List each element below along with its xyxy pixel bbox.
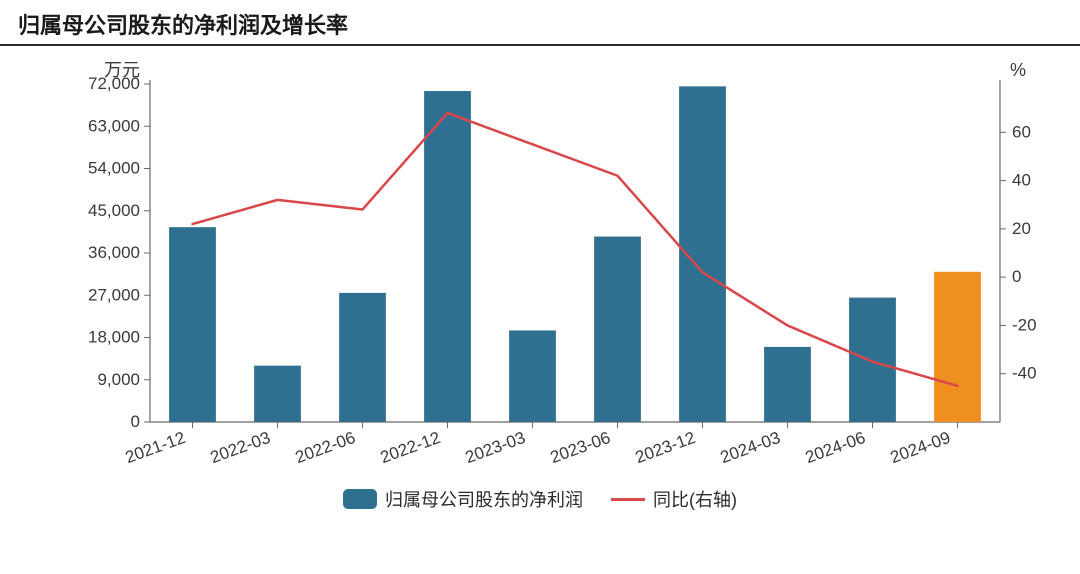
svg-text:63,000: 63,000: [88, 116, 140, 135]
bar: [849, 298, 896, 422]
bar: [169, 227, 216, 422]
svg-text:40: 40: [1012, 171, 1031, 190]
svg-text:9,000: 9,000: [97, 370, 140, 389]
svg-text:18,000: 18,000: [88, 328, 140, 347]
svg-text:20: 20: [1012, 219, 1031, 238]
legend-label-line: 同比(右轴): [653, 486, 737, 512]
svg-text:54,000: 54,000: [88, 159, 140, 178]
svg-text:36,000: 36,000: [88, 243, 140, 262]
bar: [934, 272, 981, 422]
bar: [339, 293, 386, 422]
svg-text:27,000: 27,000: [88, 285, 140, 304]
bar: [424, 91, 471, 422]
legend-label-bar: 归属母公司股东的净利润: [385, 486, 583, 512]
svg-text:-40: -40: [1012, 364, 1037, 383]
bar: [764, 347, 811, 422]
bar: [509, 330, 556, 422]
svg-text:45,000: 45,000: [88, 201, 140, 220]
svg-text:万元: 万元: [104, 60, 140, 80]
chart-rule: [0, 44, 1080, 46]
legend-swatch-line: [611, 498, 645, 501]
chart-title: 归属母公司股东的净利润及增长率: [0, 0, 1080, 44]
svg-text:0: 0: [1012, 267, 1021, 286]
bar: [254, 366, 301, 422]
chart-area: 0 9,000 18,000 27,000 36,000 45,000 54,000 63,0…: [0, 54, 1080, 484]
legend-swatch-bar: [343, 489, 377, 509]
chart-svg: 0 9,000 18,000 27,000 36,000 45,000 54,000 63,0…: [0, 54, 1080, 484]
legend-item-bar: 归属母公司股东的净利润: [343, 486, 583, 512]
svg-text:60: 60: [1012, 122, 1031, 141]
legend-item-line: 同比(右轴): [611, 486, 737, 512]
legend: 归属母公司股东的净利润 同比(右轴): [0, 486, 1080, 512]
svg-text:-20: -20: [1012, 315, 1037, 334]
svg-text:0: 0: [131, 412, 140, 431]
svg-text:%: %: [1010, 60, 1026, 80]
bar: [594, 237, 641, 422]
